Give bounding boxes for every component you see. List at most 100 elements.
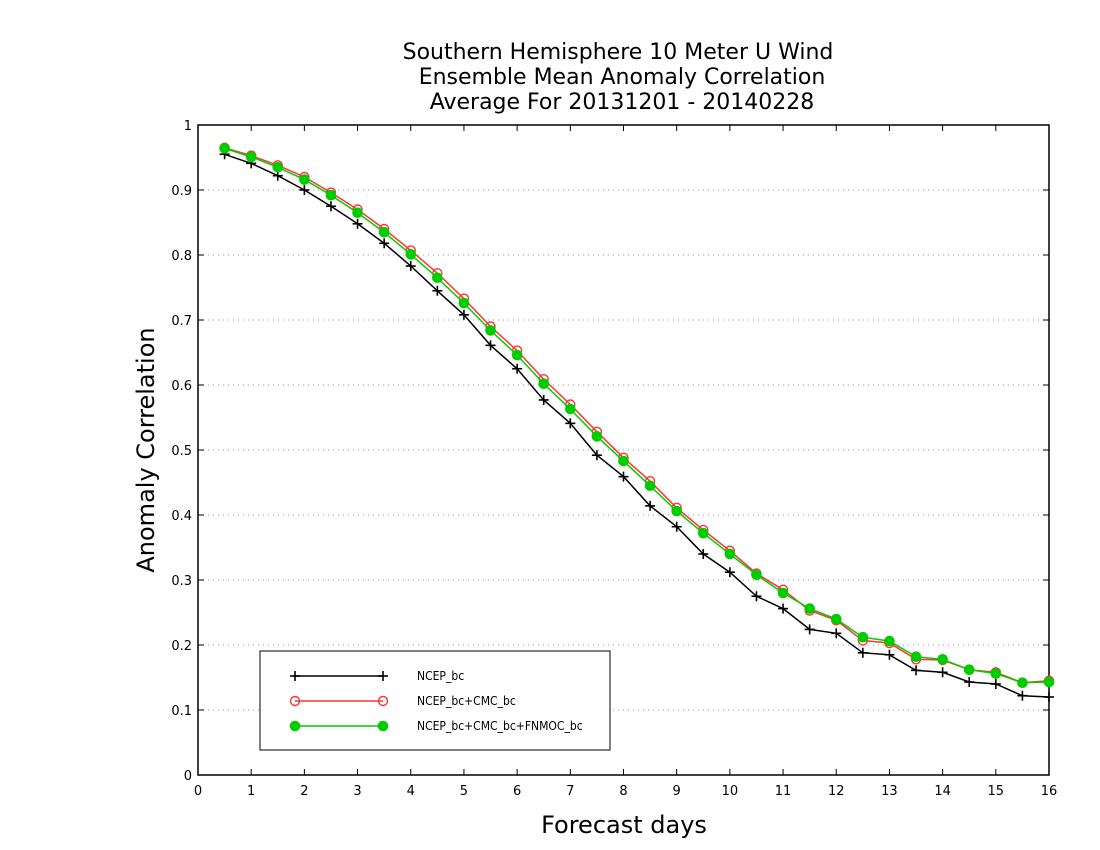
x-tick-labels: 0 1 2 3 4 5 6 7 8 9 10 11 12 13 14 15 16 <box>194 784 1057 799</box>
filled-circle-marker <box>299 174 310 185</box>
series-1 <box>219 142 1055 688</box>
filled-circle-marker <box>432 272 443 284</box>
filled-circle-marker <box>804 603 815 614</box>
filled-circle-marker <box>644 480 656 492</box>
x-tick-label: 6 <box>513 784 521 799</box>
filled-circle-marker <box>963 664 975 676</box>
filled-circle-marker <box>565 403 576 415</box>
plus-marker <box>1017 690 1028 701</box>
plus-marker <box>458 309 469 320</box>
plus-marker <box>485 340 496 351</box>
plus-marker <box>618 471 629 482</box>
plus-marker <box>990 679 1001 689</box>
filled-circle-marker <box>777 587 789 599</box>
plus-marker <box>352 218 363 229</box>
plus-marker <box>884 649 895 660</box>
filled-circle-marker <box>272 161 284 173</box>
plus-marker <box>432 285 443 296</box>
axis-ticks <box>197 124 1050 776</box>
x-tick-label: 7 <box>566 784 574 799</box>
x-tick-label: 13 <box>881 784 898 799</box>
y-tick-label: 1 <box>184 119 192 134</box>
chart-title: Southern Hemisphere 10 Meter U Wind Ense… <box>403 40 834 115</box>
x-tick-label: 8 <box>619 784 627 799</box>
plus-marker <box>405 261 416 272</box>
x-tick-label: 12 <box>828 784 845 799</box>
plus-marker <box>804 624 815 635</box>
filled-circle-marker <box>245 151 257 163</box>
plus-marker <box>299 185 310 195</box>
x-axis-label: Forecast days <box>541 811 707 839</box>
filled-circle-marker <box>511 349 523 361</box>
plus-marker <box>512 363 523 374</box>
series-line <box>224 147 1050 684</box>
y-tick-label: 0.4 <box>171 509 192 524</box>
filled-circle-marker <box>618 455 629 467</box>
plus-marker <box>911 665 922 676</box>
x-tick-label: 9 <box>673 784 681 799</box>
x-tick-label: 5 <box>460 784 468 799</box>
plus-marker <box>325 201 336 212</box>
x-tick-label: 11 <box>775 784 792 799</box>
plus-marker <box>591 450 602 461</box>
filled-circle-marker <box>458 297 470 309</box>
x-tick-label: 16 <box>1041 784 1058 799</box>
plus-marker <box>538 394 549 405</box>
plus-marker <box>964 677 975 688</box>
filled-circle-marker <box>937 654 948 665</box>
series-line <box>224 153 1050 698</box>
filled-circle-marker <box>671 505 682 517</box>
grid-lines <box>198 189 1049 711</box>
filled-circle-marker <box>325 189 337 201</box>
legend-entry: NCEP_bc <box>290 669 464 683</box>
legend: NCEP_bc NCEP_bc+CMC_bc NCEP_bc+CMC_bc+FNMO… <box>259 650 611 751</box>
filled-circle-marker <box>377 720 389 732</box>
y-tick-label: 0.8 <box>171 249 192 264</box>
plus-marker <box>671 521 682 532</box>
legend-label: NCEP_bc+CMC_bc <box>417 694 516 708</box>
filled-circle-marker <box>352 207 363 219</box>
plus-marker <box>831 628 842 639</box>
x-tick-label: 0 <box>194 784 202 799</box>
filled-circle-marker <box>289 720 301 732</box>
filled-circle-marker <box>857 631 869 643</box>
filled-circle-marker <box>751 569 762 581</box>
series-line <box>224 147 1050 684</box>
plus-marker <box>778 603 789 614</box>
y-tick-label: 0.7 <box>171 314 192 329</box>
plus-marker <box>937 667 948 678</box>
filled-circle-marker <box>219 143 230 154</box>
filled-circle-marker <box>1043 676 1055 688</box>
y-tick-label: 0.2 <box>171 639 192 654</box>
y-tick-label: 0.6 <box>171 379 192 394</box>
series-2 <box>219 143 1055 689</box>
plus-marker <box>378 671 388 681</box>
x-tick-label: 10 <box>722 784 739 799</box>
plus-marker <box>724 567 735 578</box>
filled-circle-marker <box>990 668 1002 679</box>
y-tick-label: 0.9 <box>171 184 192 199</box>
legend-box <box>259 650 611 751</box>
x-tick-label: 4 <box>407 784 415 799</box>
series-layer <box>219 142 1055 702</box>
chart-title-line-1: Southern Hemisphere 10 Meter U Wind <box>403 40 834 65</box>
y-tick-label: 0.5 <box>171 444 192 459</box>
filled-circle-marker <box>1017 677 1028 689</box>
plus-marker <box>1044 692 1054 702</box>
y-tick-label: 0 <box>184 769 192 784</box>
x-tick-label: 2 <box>300 784 308 799</box>
filled-circle-marker <box>830 613 842 625</box>
x-tick-label: 3 <box>353 784 361 799</box>
chart-title-line-2: Ensemble Mean Anomaly Correlation <box>419 65 826 90</box>
y-axis-label: Anomaly Correlation <box>132 327 160 572</box>
filled-circle-marker <box>378 226 390 238</box>
filled-circle-marker <box>724 548 736 560</box>
plus-marker <box>379 238 390 249</box>
plus-marker <box>751 591 762 602</box>
y-tick-label: 0.1 <box>171 704 192 719</box>
legend-entry: NCEP_bc+CMC_bc+FNMOC_bc <box>289 719 583 733</box>
plus-marker <box>698 549 709 559</box>
legend-entry: NCEP_bc+CMC_bc <box>289 694 516 708</box>
filled-circle-marker <box>591 431 603 442</box>
